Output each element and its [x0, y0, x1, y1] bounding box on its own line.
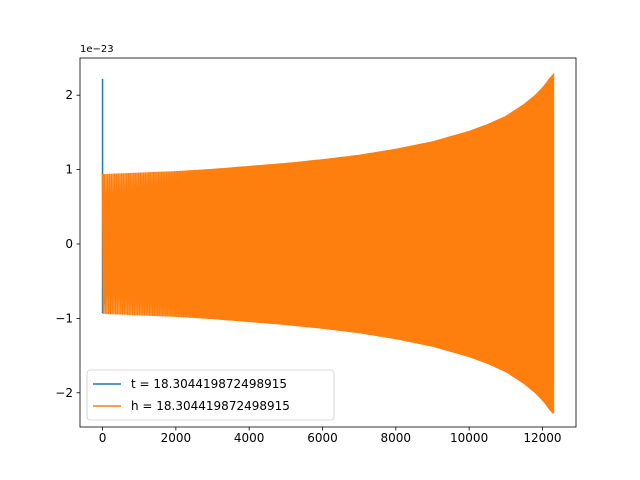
- y-axis: −2 −1 0 1 2: [55, 88, 80, 400]
- legend: t = 18.304419872498915 h = 18.3044198724…: [86, 369, 335, 421]
- x-tick-label: 10000: [450, 431, 488, 445]
- legend-box: [86, 369, 335, 421]
- y-tick-label: −2: [55, 386, 73, 400]
- x-tick-label: 4000: [234, 431, 265, 445]
- y-tick-label: 1: [65, 163, 73, 177]
- x-tick-label: 6000: [307, 431, 338, 445]
- x-tick-label: 0: [99, 431, 107, 445]
- legend-label-t: t = 18.304419872498915: [131, 377, 287, 391]
- y-offset-label: 1e−23: [80, 44, 114, 55]
- axes-frame: [79, 57, 577, 428]
- x-axis: 0 2000 4000 6000 8000 10000 12000: [99, 427, 562, 445]
- x-tick-label: 2000: [161, 431, 192, 445]
- legend-label-h: h = 18.304419872498915: [131, 399, 290, 413]
- y-tick-label: 0: [65, 237, 73, 251]
- series-layer: [101, 72, 555, 414]
- x-tick-label: 12000: [523, 431, 561, 445]
- y-tick-label: −1: [55, 311, 73, 325]
- x-tick-label: 8000: [381, 431, 412, 445]
- series-line-h: [101, 72, 555, 414]
- plot-area: [79, 57, 577, 428]
- y-tick-label: 2: [65, 88, 73, 102]
